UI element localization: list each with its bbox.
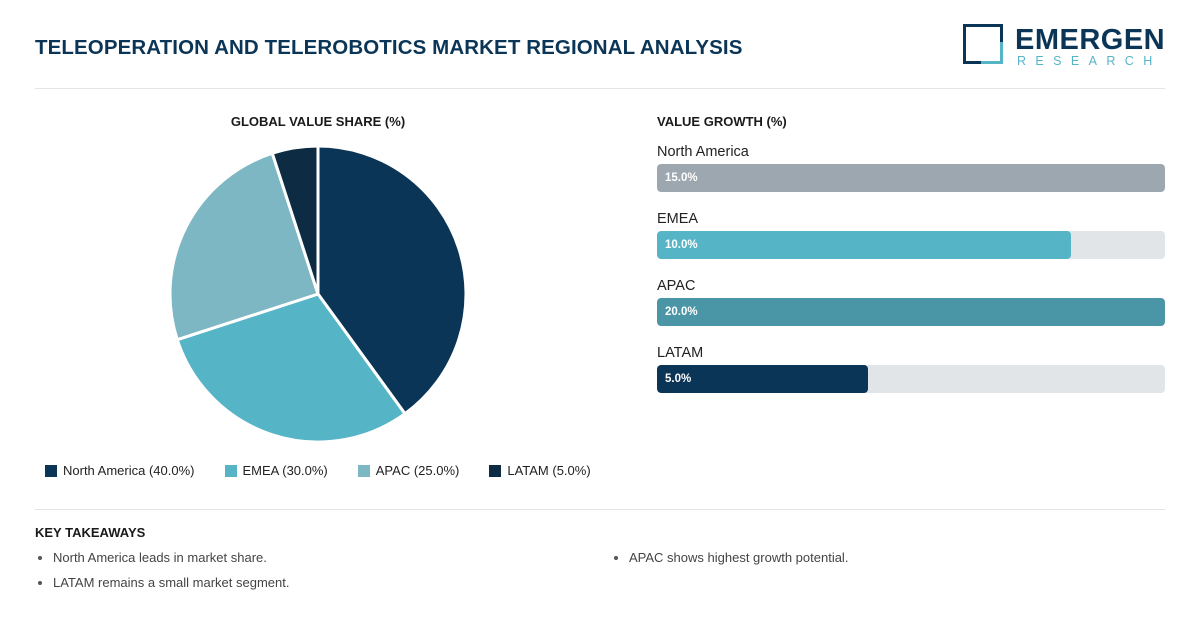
- bar-track: 10.0%: [657, 231, 1165, 259]
- legend-swatch: [357, 464, 370, 477]
- bar-fill: [657, 231, 1072, 259]
- legend-label: EMEA (30.0%): [242, 463, 328, 478]
- legend-item: APAC (25.0%): [357, 463, 460, 478]
- bar-value-label: 10.0%: [665, 239, 698, 251]
- legend-label: North America (40.0%): [63, 463, 195, 478]
- bar-row: LATAM 5.0%: [657, 344, 1165, 411]
- legend-label: LATAM (5.0%): [507, 463, 591, 478]
- takeaways-list-right: APAC shows highest growth potential.: [611, 550, 848, 575]
- pie-chart: [168, 144, 468, 444]
- bar-row: EMEA 10.0%: [657, 210, 1165, 277]
- pie-legend: North America (40.0%) EMEA (30.0%) APAC (2…: [45, 463, 621, 478]
- header: TELEOPERATION AND TELEROBOTICS MARKET RE…: [35, 24, 1165, 88]
- pie-slice-latam: [270, 144, 320, 296]
- key-takeaways-title: KEY TAKEAWAYS: [35, 525, 146, 540]
- bar-category-label: LATAM: [657, 345, 704, 361]
- pie-slice-apac: [168, 151, 320, 342]
- legend-swatch: [489, 464, 502, 477]
- pie-slice-emea: [175, 292, 407, 444]
- legend-label: APAC (25.0%): [375, 463, 460, 478]
- bar-category-label: North America: [657, 144, 749, 160]
- takeaway-item: APAC shows highest growth potential.: [611, 550, 848, 575]
- legend-item: LATAM (5.0%): [489, 463, 591, 478]
- bar-fill: [657, 164, 1165, 192]
- bar-chart-title: VALUE GROWTH (%): [657, 114, 787, 129]
- legend-item: North America (40.0%): [45, 463, 195, 478]
- bar-track: 20.0%: [657, 298, 1165, 326]
- takeaway-item: LATAM remains a small market segment.: [35, 575, 289, 600]
- bar-category-label: EMEA: [657, 211, 699, 227]
- bar-row: APAC 20.0%: [657, 277, 1165, 344]
- bar-track: 15.0%: [657, 164, 1165, 192]
- bar-value-label: 5.0%: [665, 373, 692, 385]
- bar-category-label: APAC: [657, 278, 696, 294]
- logo-name: EMERGEN: [1015, 24, 1166, 56]
- bar-fill: [657, 298, 1165, 326]
- header-divider: [35, 88, 1165, 89]
- pie-chart-title: GLOBAL VALUE SHARE (%): [230, 114, 406, 129]
- bar-fill: [657, 365, 868, 393]
- bar-value-label: 15.0%: [665, 172, 698, 184]
- bar-track: 5.0%: [657, 365, 1165, 393]
- takeaways-list-left: North America leads in market share. LAT…: [35, 550, 289, 600]
- page-title: TELEOPERATION AND TELEROBOTICS MARKET RE…: [35, 36, 743, 59]
- legend-item: EMEA (30.0%): [224, 463, 328, 478]
- bar-value-label: 20.0%: [665, 306, 698, 318]
- pie-slice-north-america: [316, 144, 468, 416]
- bar-chart: North America 15.0% EMEA 10.0% APAC 20.0% LATA…: [657, 143, 1165, 411]
- legend-swatch: [224, 464, 237, 477]
- logo-subtitle: RESEARCH: [1017, 54, 1162, 68]
- legend-swatch: [45, 464, 57, 477]
- emergen-research-logo: EMERGEN RESEARCH: [963, 24, 1165, 72]
- bar-row: North America 15.0%: [657, 143, 1165, 210]
- logo-mark-icon: [963, 24, 1003, 64]
- section-divider: [35, 509, 1165, 510]
- takeaway-item: North America leads in market share.: [35, 550, 289, 575]
